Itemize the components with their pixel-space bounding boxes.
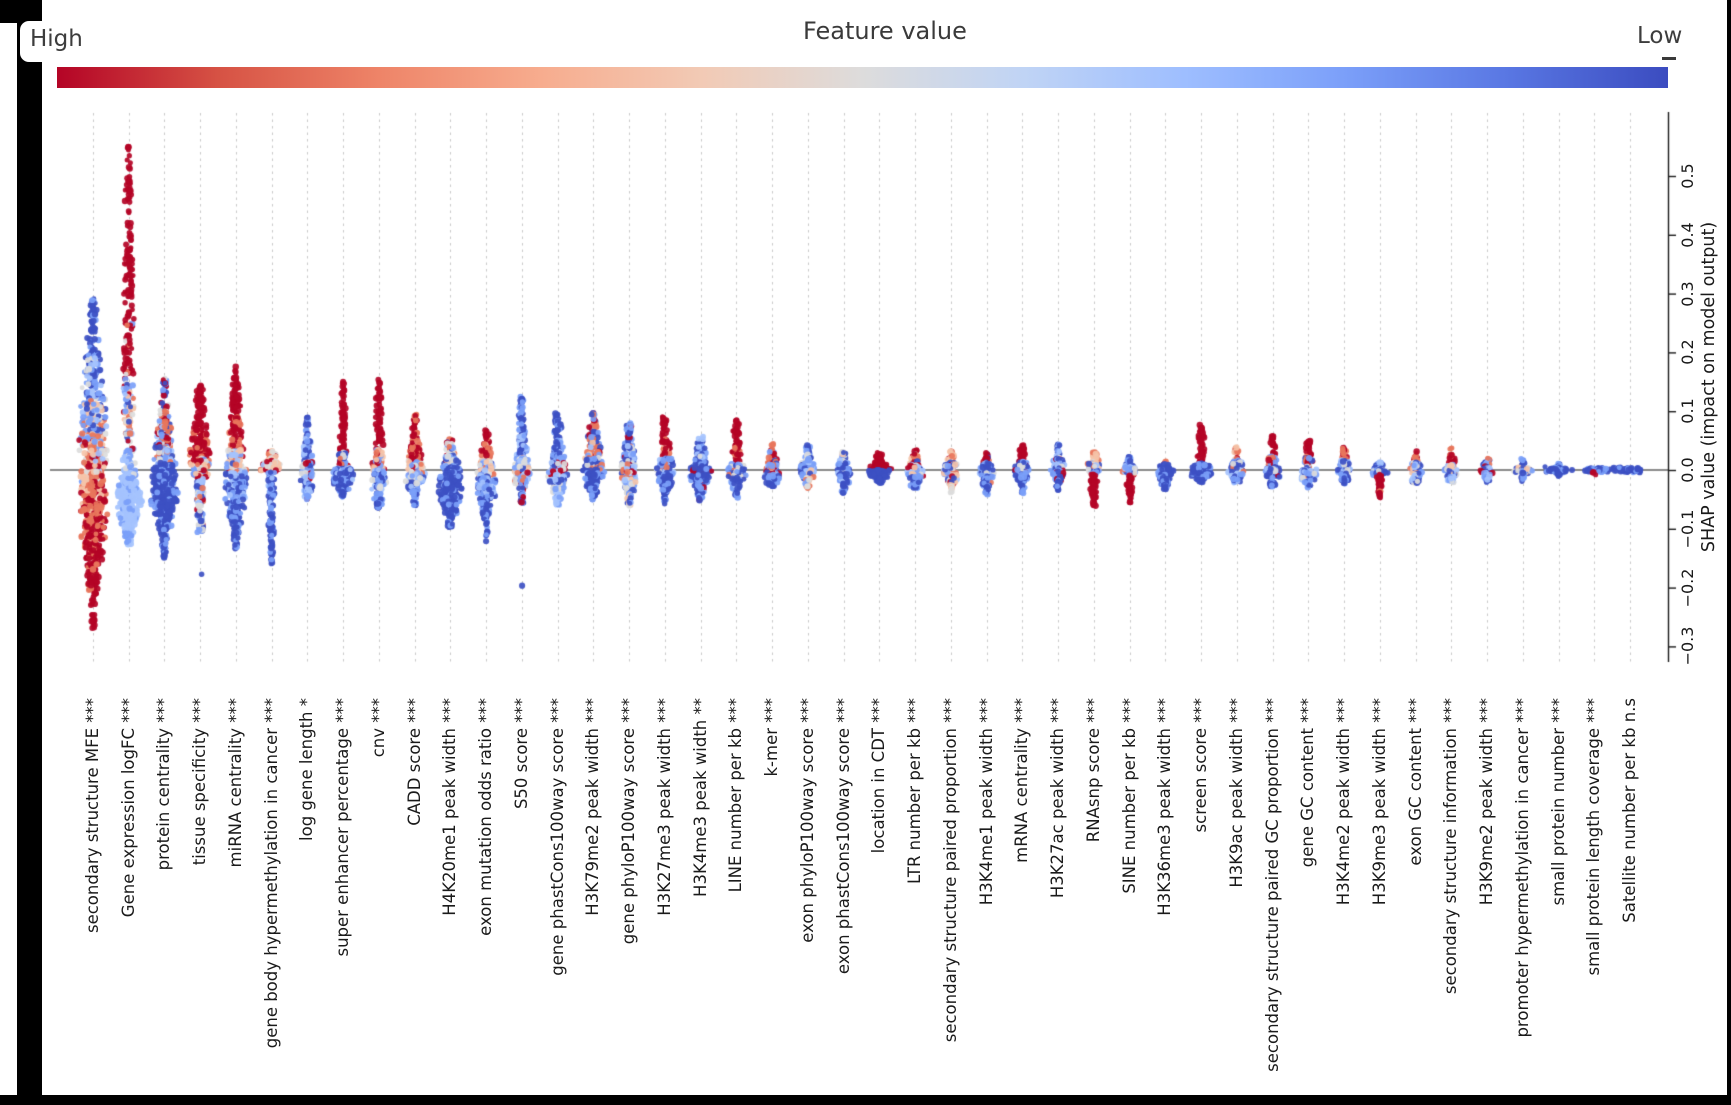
feature-label: LINE number per kb *** — [726, 698, 746, 893]
feature-label: small protein length coverage *** — [1584, 698, 1604, 976]
feature-label: cnv *** — [368, 698, 388, 758]
colorbar-title: Feature value — [803, 17, 967, 45]
feature-label: miRNA centrality *** — [225, 698, 245, 868]
letterbox-left-bar — [17, 0, 42, 1105]
feature-label: screen score *** — [1191, 698, 1211, 833]
feature-label: secondary structure paired GC proportion… — [1262, 698, 1282, 1072]
letterbox-corner-bar — [0, 0, 42, 23]
feature-label: LTR number per kb *** — [905, 698, 925, 885]
feature-label: exon phastCons100way score *** — [833, 698, 853, 975]
feature-label: H3K36me3 peak width *** — [1155, 698, 1175, 916]
colorbar-low-label: Low — [1637, 23, 1683, 49]
feature-value-colorbar — [57, 67, 1668, 88]
feature-label: H3K79me2 peak width *** — [583, 698, 603, 916]
feature-label: exon phyloP100way score *** — [797, 698, 817, 943]
feature-label: Gene expression logFC *** — [118, 698, 138, 918]
feature-label: small protein number *** — [1548, 698, 1568, 906]
feature-label: CADD score *** — [404, 698, 424, 826]
feature-label: super enhancer percentage *** — [333, 698, 353, 957]
feature-label: secondary structure MFE *** — [83, 698, 102, 934]
feature-label: H4K20me1 peak width *** — [440, 698, 460, 916]
feature-label: H3K27me3 peak width *** — [654, 698, 674, 916]
y-axis-title: SHAP value (impact on model output) — [1699, 221, 1719, 553]
feature-label: secondary structure information *** — [1441, 698, 1461, 995]
feature-label: secondary structure paired proportion **… — [940, 698, 960, 1043]
y-axis-tick-label: 0.5 — [1678, 163, 1697, 189]
feature-label: H3K9ac peak width *** — [1226, 698, 1246, 888]
feature-label: H3K9me3 peak width *** — [1369, 698, 1389, 906]
feature-label: H3K4me3 peak width ** — [690, 698, 710, 897]
feature-label: H3K9me2 peak width *** — [1477, 698, 1497, 906]
feature-label: gene body hypermethylation in cancer *** — [261, 698, 281, 1049]
feature-label: location in CDT *** — [869, 698, 889, 854]
feature-label: gene phastCons100way score *** — [547, 698, 567, 976]
feature-label: promoter hypermethylation in cancer *** — [1512, 698, 1532, 1038]
feature-label: exon mutation odds ratio *** — [476, 698, 496, 936]
feature-label: S50 score *** — [511, 698, 531, 810]
feature-label: gene GC content *** — [1298, 698, 1318, 868]
y-axis-tick-label: 0.0 — [1678, 457, 1697, 483]
feature-label: gene phyloP100way score *** — [619, 698, 639, 945]
y-axis-tick-label: −0.3 — [1678, 626, 1697, 666]
feature-label: H3K27ac peak width *** — [1048, 698, 1068, 899]
y-axis-tick-label: 0.1 — [1678, 398, 1697, 424]
y-axis-tick-label: 0.2 — [1678, 339, 1697, 366]
letterbox-bottom-bar — [0, 1095, 1731, 1105]
feature-label: Satellite number per kb n.s — [1620, 698, 1640, 923]
feature-label: H3K4me1 peak width *** — [976, 698, 996, 906]
feature-label: protein centrality *** — [154, 698, 174, 871]
feature-label: H3K4me2 peak width *** — [1334, 698, 1354, 906]
colorbar-max-tick — [1662, 57, 1676, 60]
y-axis-tick-label: −0.2 — [1678, 568, 1697, 608]
feature-label: log gene length * — [297, 698, 317, 841]
colorbar-high-label: High — [30, 26, 83, 52]
feature-label: SINE number per kb *** — [1119, 698, 1139, 894]
feature-label: mRNA centrality *** — [1012, 698, 1032, 863]
colorbar-high-label-box: High — [20, 21, 96, 62]
feature-label: k-mer *** — [762, 698, 782, 777]
letterbox-right-bar — [1727, 0, 1731, 1105]
feature-label: exon GC content *** — [1405, 698, 1425, 866]
y-axis-tick-label: −0.1 — [1678, 509, 1697, 549]
feature-label: RNAsnp score *** — [1083, 698, 1103, 843]
feature-label: tissue specificity *** — [190, 698, 210, 866]
y-axis-tick-label: 0.4 — [1678, 222, 1697, 248]
y-axis-tick-label: 0.3 — [1678, 280, 1697, 307]
